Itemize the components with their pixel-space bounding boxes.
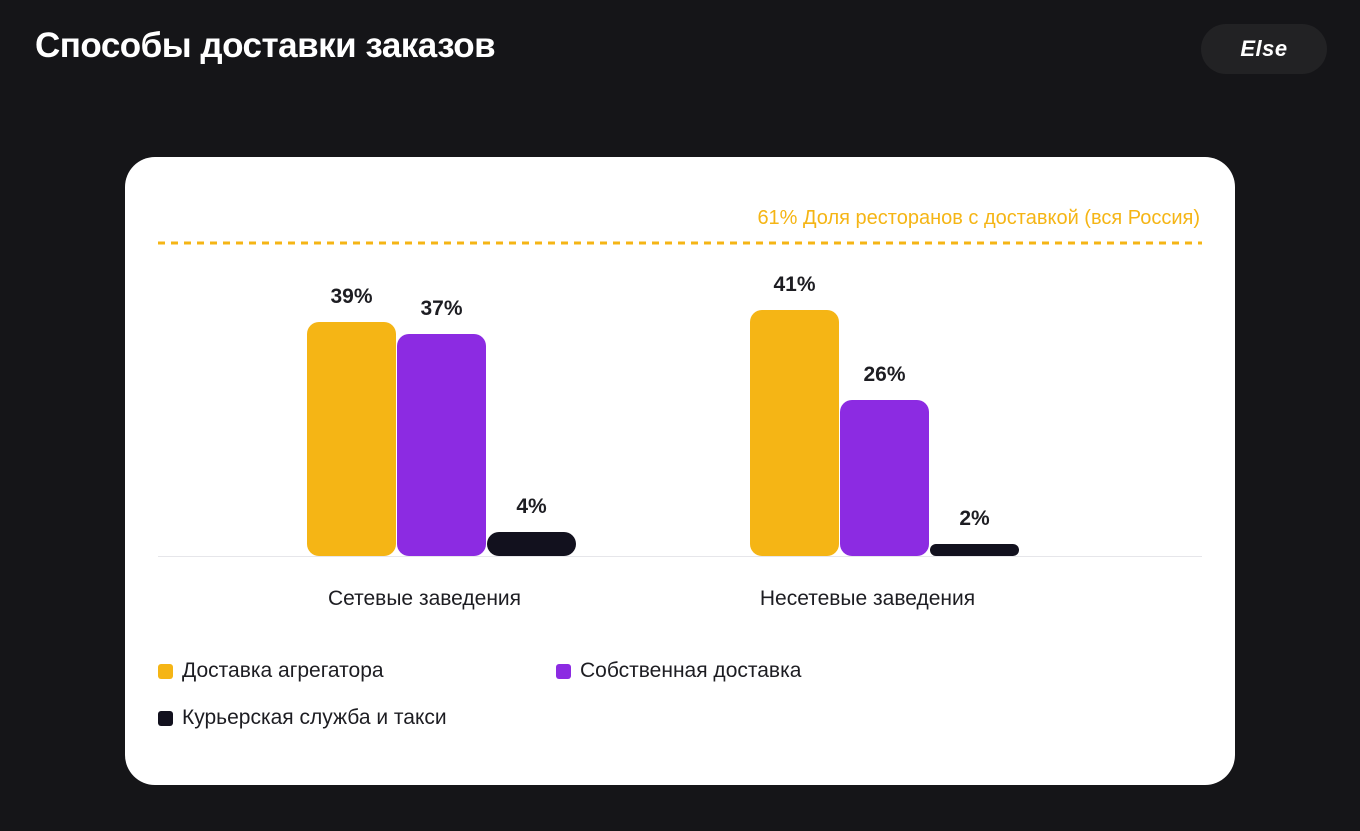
data-label: 41% [773, 273, 815, 296]
legend-swatch [556, 663, 571, 679]
bar-3-2 [930, 544, 1019, 556]
data-label: 37% [420, 297, 462, 320]
chart-card: 61% Доля ресторанов с доставкой (вся Рос… [125, 157, 1235, 785]
else-logo: Else [1201, 24, 1327, 74]
category-label: Несетевые заведения [760, 587, 975, 610]
legend-label: Собственная доставка [580, 659, 802, 682]
legend-swatch [158, 710, 173, 726]
bar-2-2 [840, 400, 929, 556]
bar-1-2 [750, 310, 839, 556]
reference-line-label: 61% Доля ресторанов с доставкой (вся Рос… [757, 207, 1200, 229]
data-label: 39% [330, 285, 372, 308]
data-label: 2% [959, 507, 990, 530]
bar-1-1 [307, 322, 396, 556]
legend-item-aggregator: Доставка агрегатора [158, 659, 384, 683]
page-title: Способы доставки заказов [35, 26, 496, 65]
legend-label: Доставка агрегатора [182, 659, 384, 682]
bar-3-1 [487, 532, 576, 556]
data-label: 4% [516, 495, 547, 518]
legend-item-courier: Курьерская служба и такси [158, 706, 447, 730]
legend-label: Курьерская служба и такси [182, 706, 447, 729]
bar-chart: 61% Доля ресторанов с доставкой (вся Рос… [158, 207, 1202, 610]
legend-swatch [158, 663, 173, 679]
bar-2-1 [397, 334, 486, 556]
legend-item-own-delivery: Собственная доставка [556, 659, 801, 683]
data-label: 26% [863, 363, 905, 386]
category-label: Сетевые заведения [328, 587, 521, 610]
